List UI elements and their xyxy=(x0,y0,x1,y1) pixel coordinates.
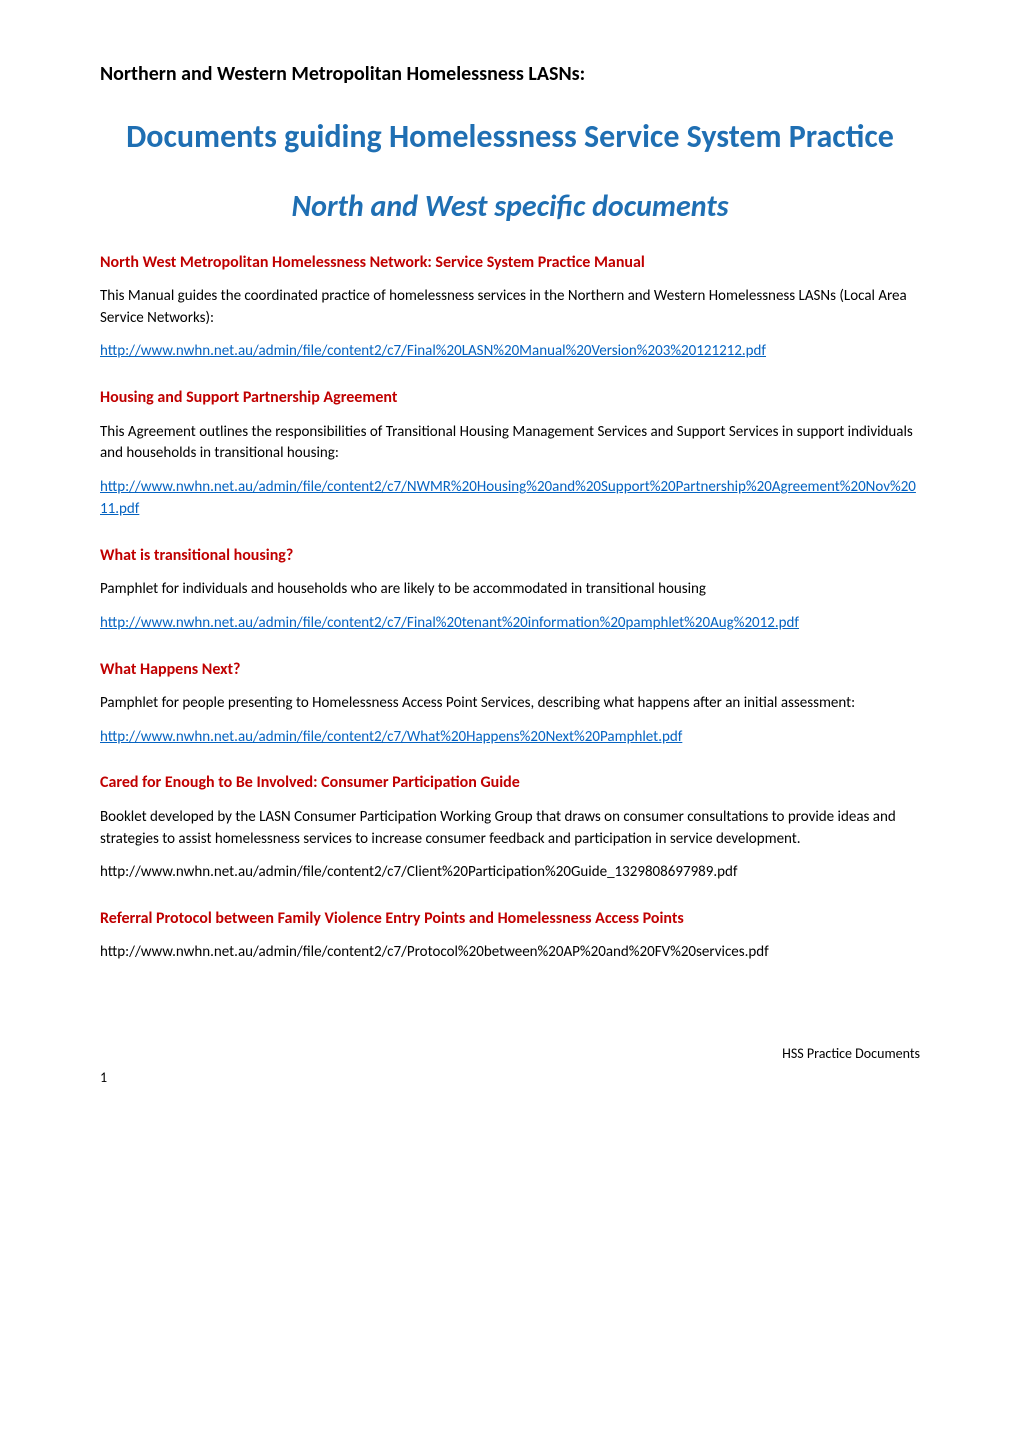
section-link[interactable]: http://www.nwhn.net.au/admin/file/conten… xyxy=(100,727,920,749)
footer: HSS Practice Documents 1 xyxy=(100,1044,920,1087)
section-body: Booklet developed by the LASN Consumer P… xyxy=(100,807,920,851)
section-link[interactable]: http://www.nwhn.net.au/admin/file/conten… xyxy=(100,341,920,363)
section-heading: What Happens Next? xyxy=(100,659,920,681)
section-url-plain: http://www.nwhn.net.au/admin/file/conten… xyxy=(100,942,920,964)
section-heading: Referral Protocol between Family Violenc… xyxy=(100,908,920,930)
section-heading: Housing and Support Partnership Agreemen… xyxy=(100,387,920,409)
section-body: Pamphlet for individuals and households … xyxy=(100,579,920,601)
section-body: This Agreement outlines the responsibili… xyxy=(100,422,920,466)
section-heading: What is transitional housing? xyxy=(100,545,920,567)
section-url-plain: http://www.nwhn.net.au/admin/file/conten… xyxy=(100,862,920,884)
section-link[interactable]: http://www.nwhn.net.au/admin/file/conten… xyxy=(100,477,920,521)
section-heading: Cared for Enough to Be Involved: Consume… xyxy=(100,772,920,794)
section-heading: North West Metropolitan Homelessness Net… xyxy=(100,252,920,274)
footer-right: HSS Practice Documents xyxy=(100,1044,920,1064)
title-sub: North and West specific documents xyxy=(100,186,920,228)
section-body: Pamphlet for people presenting to Homele… xyxy=(100,693,920,715)
document-header: Northern and Western Metropolitan Homele… xyxy=(100,60,920,88)
title-main: Documents guiding Homelessness Service S… xyxy=(100,116,920,158)
section-body: This Manual guides the coordinated pract… xyxy=(100,286,920,330)
page-number: 1 xyxy=(100,1068,920,1088)
section-link[interactable]: http://www.nwhn.net.au/admin/file/conten… xyxy=(100,613,920,635)
